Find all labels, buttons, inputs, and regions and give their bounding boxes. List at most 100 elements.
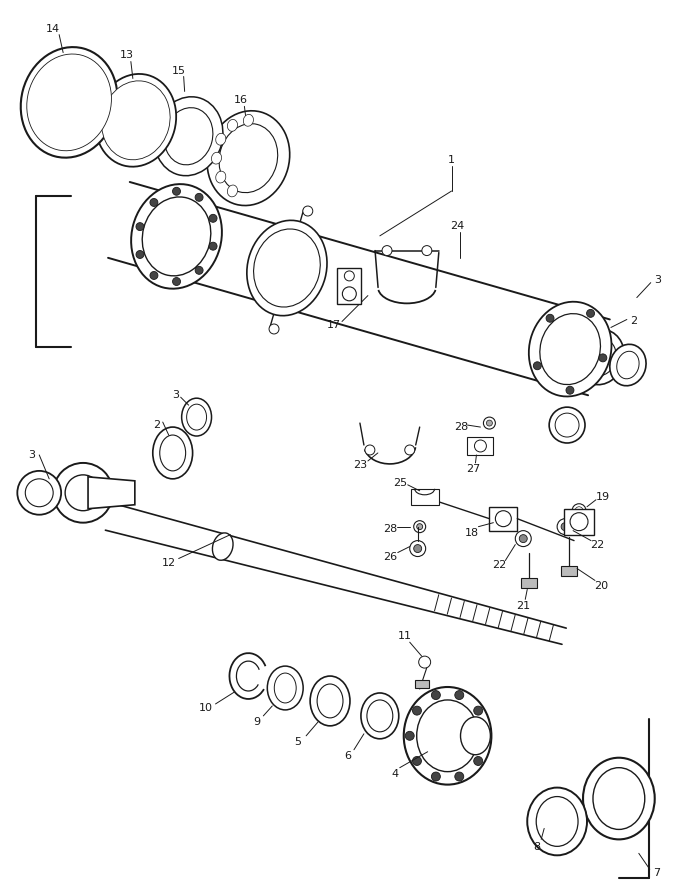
Circle shape: [150, 198, 158, 206]
Circle shape: [269, 324, 279, 334]
Circle shape: [432, 690, 440, 699]
Ellipse shape: [34, 62, 104, 142]
Circle shape: [406, 731, 414, 740]
Circle shape: [412, 757, 421, 766]
Text: 25: 25: [393, 478, 407, 488]
Circle shape: [414, 544, 422, 552]
Ellipse shape: [131, 184, 222, 289]
Text: 10: 10: [199, 703, 212, 713]
Ellipse shape: [593, 767, 645, 829]
Ellipse shape: [540, 313, 601, 385]
Ellipse shape: [207, 111, 290, 205]
Circle shape: [303, 206, 313, 216]
Circle shape: [53, 463, 113, 523]
Ellipse shape: [583, 758, 655, 839]
Circle shape: [382, 246, 392, 256]
Polygon shape: [411, 489, 438, 504]
Text: 1: 1: [448, 155, 455, 165]
Circle shape: [572, 504, 586, 518]
Circle shape: [65, 475, 101, 511]
Text: 11: 11: [398, 631, 412, 642]
Text: 22: 22: [493, 559, 506, 570]
Circle shape: [342, 287, 356, 301]
Ellipse shape: [227, 185, 238, 196]
Circle shape: [474, 757, 483, 766]
Circle shape: [481, 731, 490, 740]
Ellipse shape: [142, 197, 211, 276]
Circle shape: [209, 214, 217, 222]
Circle shape: [570, 512, 588, 531]
Ellipse shape: [584, 338, 616, 376]
Circle shape: [566, 386, 574, 394]
Text: 8: 8: [534, 843, 540, 852]
Bar: [564, 509, 594, 535]
Ellipse shape: [403, 687, 491, 785]
Text: 17: 17: [327, 320, 341, 330]
Text: 27: 27: [466, 464, 481, 473]
Circle shape: [486, 420, 493, 426]
Ellipse shape: [216, 134, 226, 145]
Text: 16: 16: [234, 96, 247, 105]
Ellipse shape: [186, 404, 207, 430]
Text: 23: 23: [353, 460, 367, 470]
Ellipse shape: [243, 114, 253, 127]
Circle shape: [534, 362, 541, 370]
Ellipse shape: [107, 87, 165, 154]
Ellipse shape: [219, 124, 277, 193]
Circle shape: [209, 242, 217, 250]
Circle shape: [412, 706, 421, 715]
Bar: [467, 437, 493, 455]
Circle shape: [173, 278, 181, 286]
Circle shape: [136, 250, 144, 258]
Ellipse shape: [253, 229, 321, 307]
Ellipse shape: [154, 96, 223, 176]
Ellipse shape: [536, 796, 578, 846]
Circle shape: [474, 706, 483, 715]
Ellipse shape: [164, 108, 213, 165]
Circle shape: [555, 413, 579, 437]
Ellipse shape: [247, 220, 327, 316]
Ellipse shape: [21, 47, 118, 158]
Circle shape: [599, 354, 607, 362]
Circle shape: [495, 511, 511, 527]
Ellipse shape: [212, 152, 221, 164]
Circle shape: [455, 772, 464, 781]
Bar: [521, 579, 537, 589]
Bar: [561, 566, 577, 576]
Circle shape: [195, 266, 203, 274]
Polygon shape: [88, 477, 135, 509]
Circle shape: [195, 193, 203, 201]
Circle shape: [549, 407, 585, 443]
Text: 28: 28: [454, 422, 469, 432]
Ellipse shape: [529, 302, 612, 396]
Text: 15: 15: [172, 65, 186, 75]
Circle shape: [405, 445, 414, 455]
Ellipse shape: [367, 700, 393, 732]
Circle shape: [17, 471, 61, 515]
Text: 21: 21: [516, 601, 530, 612]
Ellipse shape: [182, 398, 212, 436]
Bar: [414, 680, 429, 688]
Circle shape: [410, 541, 425, 557]
Text: 19: 19: [596, 492, 610, 502]
Circle shape: [25, 479, 53, 507]
Text: 2: 2: [153, 420, 160, 430]
Text: 6: 6: [345, 750, 351, 761]
Circle shape: [475, 440, 486, 452]
Circle shape: [414, 520, 425, 533]
Ellipse shape: [416, 700, 478, 772]
Circle shape: [561, 523, 569, 531]
Circle shape: [150, 272, 158, 280]
Ellipse shape: [267, 666, 303, 710]
Bar: [338, 268, 361, 304]
Circle shape: [586, 310, 595, 318]
Circle shape: [416, 524, 423, 529]
Ellipse shape: [153, 427, 192, 479]
Circle shape: [455, 690, 464, 699]
Text: 3: 3: [654, 274, 661, 285]
Text: 26: 26: [383, 551, 397, 562]
Ellipse shape: [216, 171, 226, 183]
Text: 22: 22: [590, 540, 604, 550]
Text: 13: 13: [120, 50, 134, 59]
Ellipse shape: [460, 717, 490, 755]
